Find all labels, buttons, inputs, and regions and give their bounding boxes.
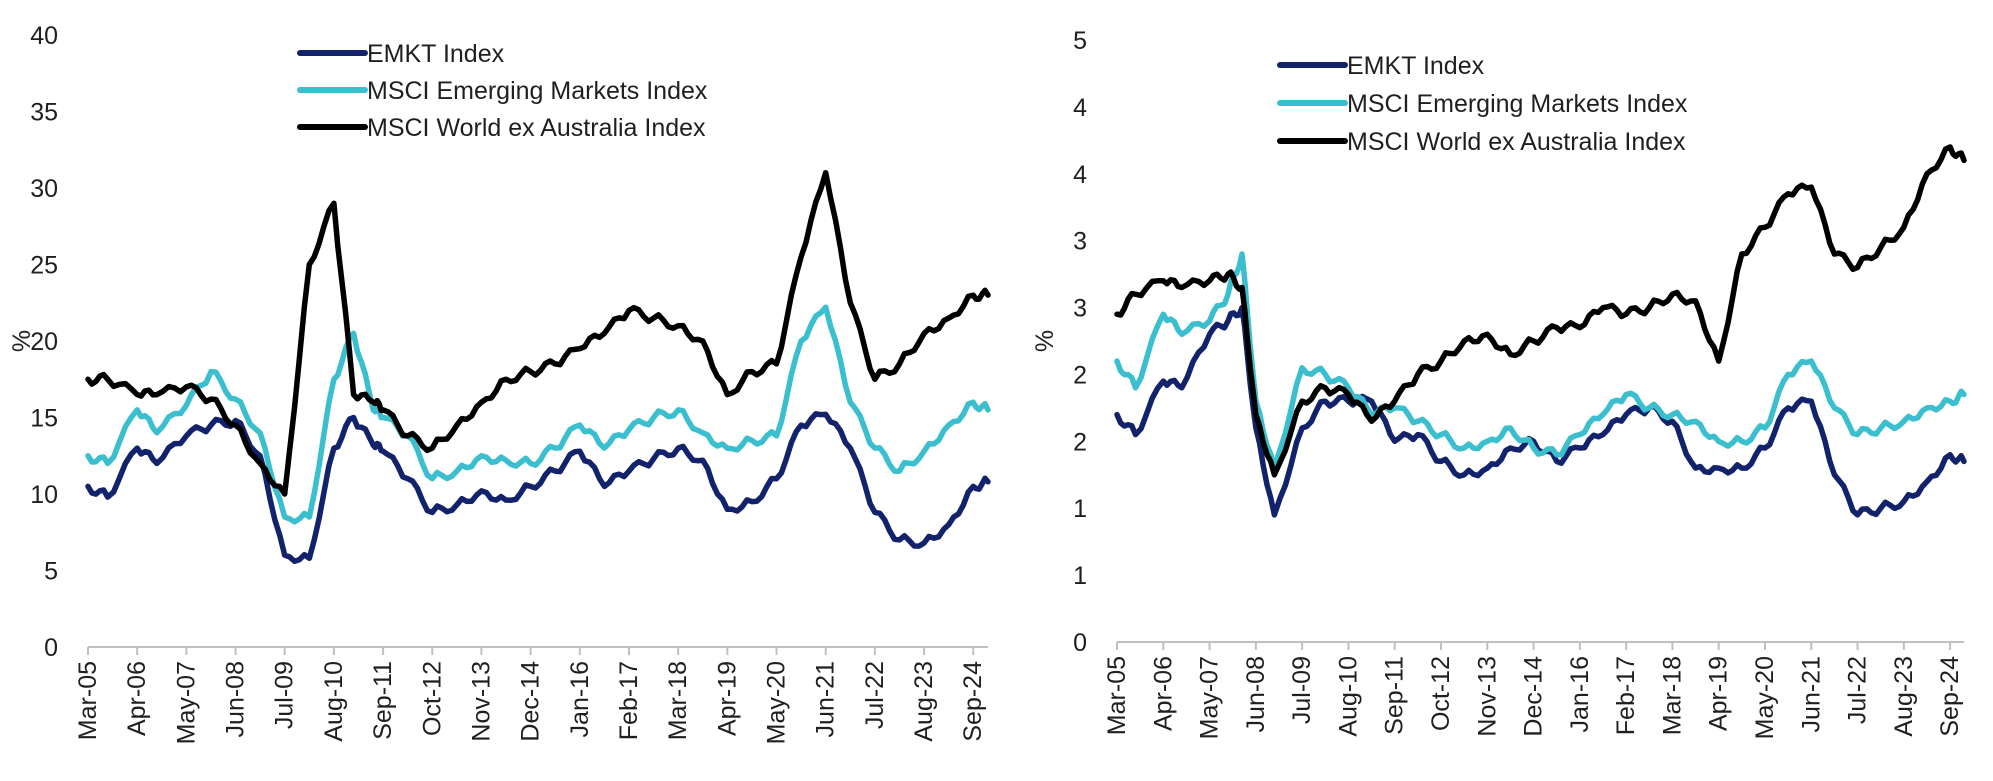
- x-tick-label: Apr-19: [713, 661, 741, 736]
- x-tick-label: Sep-24: [959, 661, 987, 742]
- x-tick-label: May-20: [763, 661, 791, 744]
- y-tick-label: 15: [30, 405, 58, 433]
- x-tick-label: Mar-18: [1658, 656, 1686, 735]
- y-tick-label: 5: [44, 558, 58, 586]
- x-tick-label: Apr-06: [123, 661, 151, 736]
- x-tick-label: Feb-17: [1612, 656, 1640, 735]
- y-tick-label: 0: [1073, 629, 1087, 657]
- x-tick-label: Apr-19: [1705, 656, 1733, 731]
- y-axis-label: %: [1031, 330, 1059, 352]
- y-tick-label: 3: [1073, 295, 1087, 323]
- x-tick-label: Nov-13: [467, 661, 495, 742]
- x-tick-label: Jan-16: [1566, 656, 1594, 732]
- x-tick-label: Jul-22: [1844, 656, 1872, 724]
- y-tick-label: 1: [1073, 562, 1087, 590]
- chart-2: Mar-05 Apr-06 May-07 Jun-08 Jul-09 Aug-10 Sep-…: [1031, 27, 1967, 739]
- x-tick-label: Oct-12: [418, 661, 446, 736]
- legend-label-msci-emerging-markets-index: MSCI Emerging Markets Index: [1347, 90, 1688, 118]
- x-tick-label: Sep-11: [369, 661, 397, 740]
- series-line-msci-world-ex-australia-index: [1114, 144, 1967, 478]
- x-tick-label: May-07: [1196, 656, 1224, 739]
- x-tick-label: Dec-14: [517, 661, 545, 742]
- x-tick-label: Jan-16: [566, 661, 594, 737]
- y-tick-label: 4: [1073, 161, 1087, 189]
- y-axis-label: %: [8, 330, 36, 352]
- x-tick-label: Aug-10: [1334, 656, 1362, 737]
- legend-label-msci-emerging-markets-index: MSCI Emerging Markets Index: [367, 77, 708, 105]
- x-tick-label: Feb-17: [615, 661, 643, 740]
- legend-label-emkt-index: EMKT Index: [367, 40, 505, 68]
- x-tick-label: Sep-24: [1936, 656, 1964, 737]
- series-line-emkt-index: [85, 411, 991, 565]
- y-tick-label: 25: [30, 252, 58, 280]
- x-tick-label: Dec-14: [1520, 656, 1548, 737]
- y-tick-label: 2: [1073, 428, 1087, 456]
- x-tick-label: May-07: [172, 661, 200, 744]
- x-tick-label: May-20: [1751, 656, 1779, 739]
- x-tick-label: Oct-12: [1427, 656, 1455, 731]
- y-tick-label: 4: [1073, 94, 1087, 122]
- x-tick-label: Jun-08: [1242, 656, 1270, 732]
- x-tick-label: Jul-09: [1288, 656, 1316, 724]
- x-tick-label: Sep-11: [1381, 656, 1409, 735]
- x-tick-label: Nov-13: [1473, 656, 1501, 737]
- x-tick-label: Jun-21: [812, 661, 840, 737]
- x-tick-label: Aug-10: [320, 661, 348, 742]
- x-tick-label: Jun-21: [1797, 656, 1825, 732]
- x-tick-label: Jul-22: [861, 661, 889, 729]
- chart-1: Mar-05 Apr-06 May-07 Jun-08 Jul-09 Aug-10 Sep-…: [8, 22, 991, 744]
- y-tick-label: 1: [1073, 495, 1087, 523]
- legend-label-msci-world-ex-australia-index: MSCI World ex Australia Index: [367, 114, 706, 142]
- legend-label-emkt-index: EMKT Index: [1347, 52, 1485, 80]
- y-tick-label: 3: [1073, 228, 1087, 256]
- y-tick-label: 20: [30, 328, 58, 356]
- x-tick-label: Mar-18: [664, 661, 692, 740]
- y-tick-label: 40: [30, 22, 58, 50]
- x-tick-label: Apr-06: [1149, 656, 1177, 731]
- y-tick-label: 5: [1073, 27, 1087, 55]
- series-line-msci-emerging-markets-index: [85, 304, 991, 525]
- x-tick-label: Mar-05: [1103, 656, 1131, 735]
- y-tick-label: 2: [1073, 361, 1087, 389]
- x-tick-label: Aug-23: [1890, 656, 1918, 737]
- series-line-msci-world-ex-australia-index: [85, 169, 991, 497]
- y-tick-label: 30: [30, 175, 58, 203]
- x-tick-label: Aug-23: [910, 661, 938, 742]
- x-tick-label: Mar-05: [74, 661, 102, 740]
- legend-label-msci-world-ex-australia-index: MSCI World ex Australia Index: [1347, 128, 1686, 156]
- y-tick-label: 35: [30, 99, 58, 127]
- y-tick-label: 10: [30, 481, 58, 509]
- x-tick-label: Jul-09: [271, 661, 299, 729]
- y-tick-label: 0: [44, 634, 58, 662]
- x-tick-label: Jun-08: [222, 661, 250, 737]
